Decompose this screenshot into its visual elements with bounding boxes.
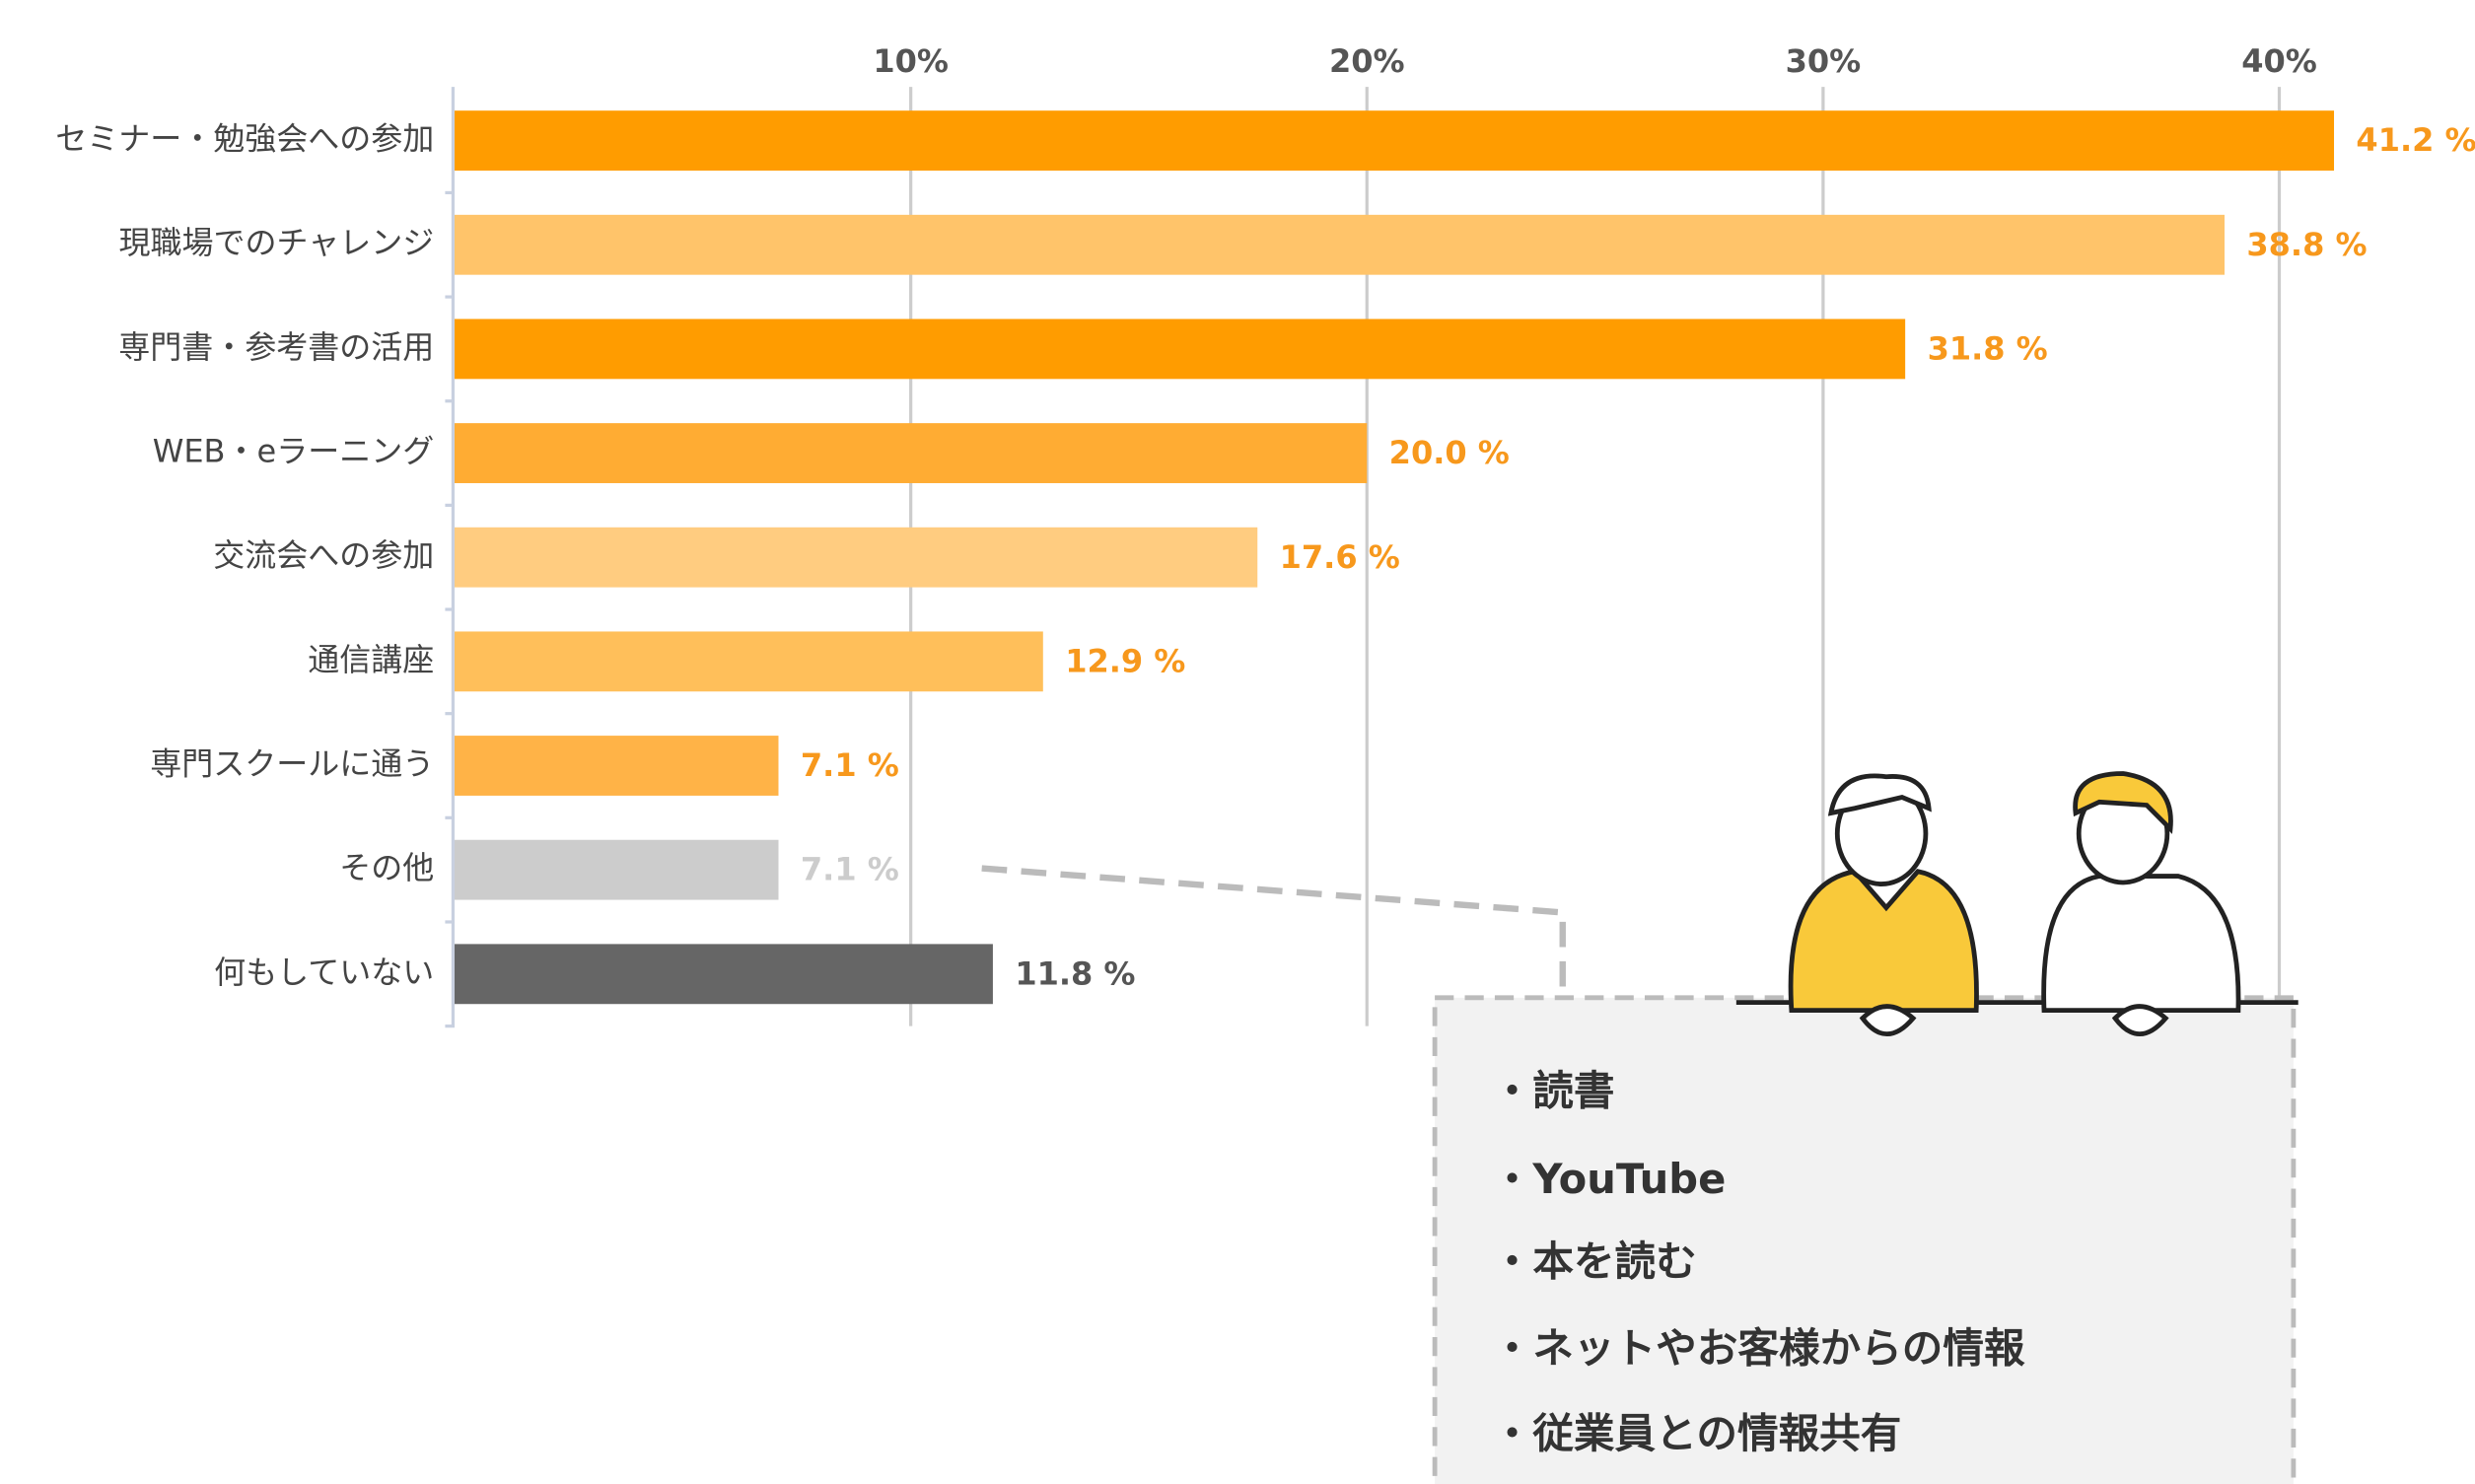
value-label: 7.1 % [801, 851, 899, 888]
person-hair [1827, 773, 1932, 816]
value-label: 38.8 % [2246, 226, 2367, 263]
y-tick-label: WEB・eラーニング [153, 433, 435, 470]
callout-item: ・本を読む [1492, 1237, 1697, 1285]
y-tick-label: 交流会への参加 [213, 536, 434, 574]
callout-item: ・YouTube [1492, 1155, 1727, 1203]
callout-item: ・ネットやお客様からの情報 [1492, 1323, 2025, 1372]
person-body [2041, 874, 2241, 1014]
value-label: 20.0 % [1389, 434, 1510, 471]
bar [455, 423, 1368, 483]
x-tick-label: 40% [2241, 42, 2317, 80]
person-body [1788, 869, 1979, 1014]
value-label: 7.1 % [801, 746, 899, 784]
y-tick-label: 現職場でのチャレンジ [119, 224, 435, 261]
bar [455, 944, 993, 1005]
person-hair [2073, 771, 2173, 834]
bar [455, 631, 1043, 692]
bar [455, 527, 1258, 588]
x-tick-label: 10% [873, 42, 949, 80]
bar [455, 736, 779, 796]
value-label: 17.6 % [1280, 538, 1400, 576]
illustration [981, 771, 2298, 1484]
value-label: 12.9 % [1065, 642, 1185, 679]
person-hands [2111, 1004, 2169, 1036]
value-label: 31.8 % [1928, 330, 2048, 368]
callout-item: ・従業員との情報共有 [1492, 1409, 1902, 1457]
value-label: 41.2 % [2356, 121, 2475, 159]
y-tick-label: 通信講座 [308, 641, 434, 678]
callout-item: ・読書 [1492, 1066, 1615, 1114]
bar [455, 318, 1906, 380]
y-tick-label: 専門書・参考書の活用 [118, 328, 434, 366]
bar [455, 839, 779, 900]
y-tick-label: その他 [339, 849, 434, 886]
callout-box [1432, 995, 2297, 1484]
y-tick-label: セミナー・勉強会への参加 [55, 120, 434, 158]
y-tick-label: 何もしていない [214, 954, 434, 991]
bar [455, 110, 2335, 172]
x-tick-label: 20% [1329, 42, 1405, 80]
person-hands [1859, 1004, 1917, 1036]
value-label: 11.8 % [1015, 954, 1135, 992]
x-tick-label: 30% [1786, 42, 1862, 80]
y-tick-label: 専門スクールに通う [150, 745, 434, 783]
leader-line [981, 865, 1566, 998]
bar [455, 214, 2225, 275]
